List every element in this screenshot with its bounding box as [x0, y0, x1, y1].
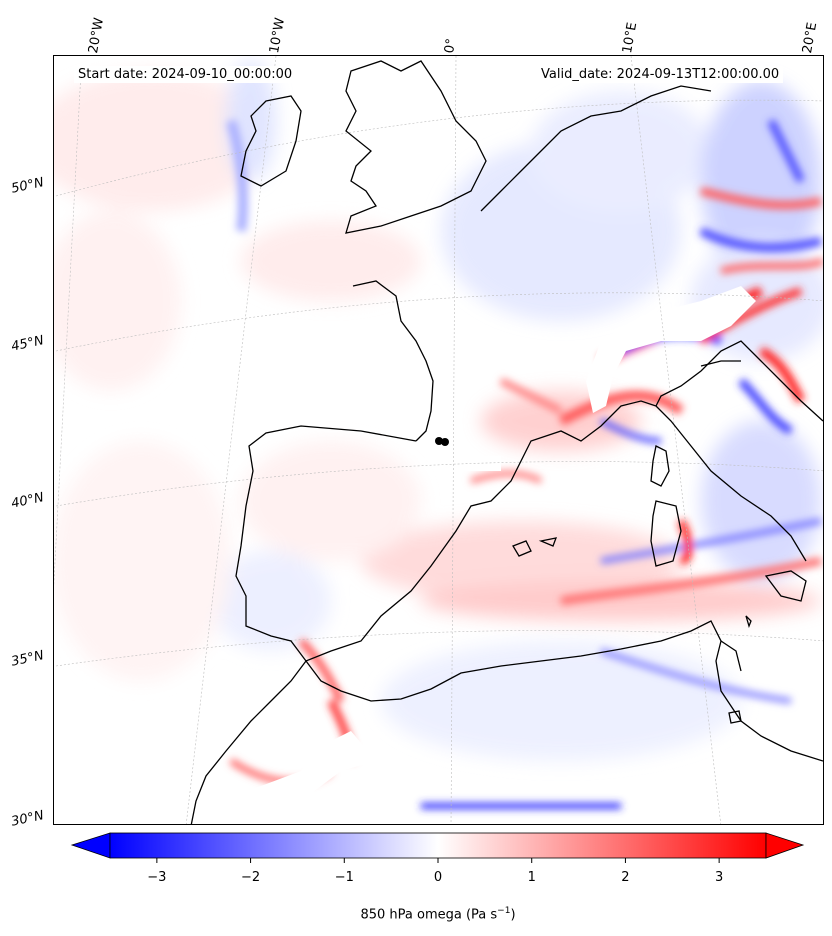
colorbar-extend-low: [70, 832, 111, 859]
coastlines: [190, 60, 823, 824]
valid-date-label: Valid_date: 2024-09-13T12:00:00.00: [537, 66, 784, 83]
colorbar-extend-high: [765, 832, 805, 859]
colorbar-title: 850 hPa omega (Pa s−1): [360, 906, 516, 923]
colorbar-gradient: [109, 832, 767, 859]
colorbar-tick-label: −3: [147, 870, 167, 885]
graticule-lines: [54, 56, 823, 824]
station-markers: [435, 437, 449, 446]
colorbar-tick-label: −2: [240, 870, 261, 885]
colorbar-tick-label: 0: [433, 870, 443, 885]
omega-field-background: [54, 61, 823, 761]
colorbar-ticks: [156, 858, 720, 863]
colorbar-tick-label: 3: [715, 870, 724, 885]
map-panel: [53, 55, 824, 825]
start-date-label: Start date: 2024-09-10_00:00:00: [74, 66, 297, 83]
map-canvas: [54, 56, 823, 824]
colorbar-tick-label: 2: [621, 870, 630, 885]
colorbar-tick-label: 1: [527, 870, 536, 885]
colorbar-tick-label: −1: [334, 870, 354, 885]
